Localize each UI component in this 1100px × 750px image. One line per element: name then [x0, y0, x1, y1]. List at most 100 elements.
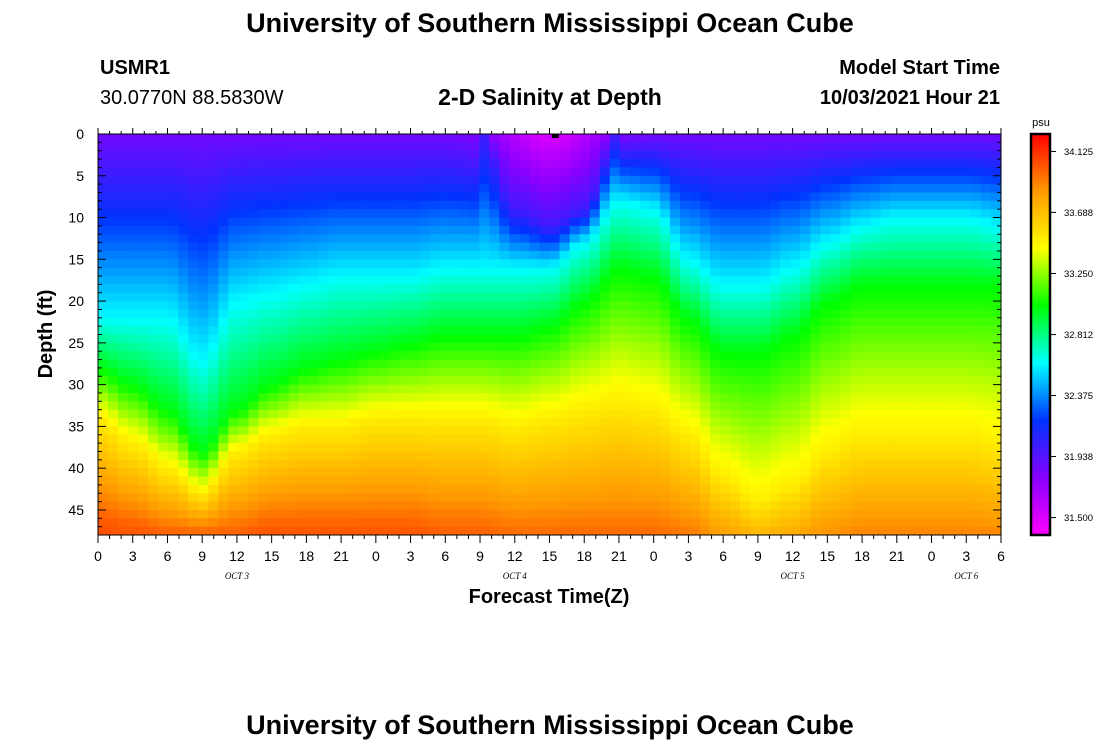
heatmap-cell — [178, 276, 189, 285]
heatmap-cell — [288, 443, 300, 453]
heatmap-cell — [138, 301, 149, 311]
heatmap-cell — [960, 175, 972, 185]
heatmap-cell — [168, 209, 179, 219]
heatmap-cell — [529, 468, 541, 478]
heatmap-cell — [810, 484, 821, 494]
heatmap-cell — [128, 242, 139, 252]
heatmap-cell — [218, 267, 230, 277]
heatmap-cell — [479, 392, 490, 402]
heatmap-cell — [449, 267, 460, 277]
heatmap-cell — [419, 409, 430, 419]
heatmap-cell — [840, 376, 852, 386]
heatmap-cell — [98, 159, 109, 169]
heatmap-cell — [188, 326, 199, 336]
heatmap-cell — [278, 225, 290, 235]
heatmap-cell — [830, 443, 842, 453]
heatmap-cell — [248, 284, 260, 294]
heatmap-cell — [700, 142, 711, 152]
heatmap-cell — [318, 451, 330, 461]
heatmap-cell — [338, 493, 350, 503]
heatmap-cell — [850, 326, 862, 336]
heatmap-cell — [208, 459, 219, 469]
heatmap-cell — [649, 167, 661, 177]
heatmap-cell — [830, 134, 842, 143]
heatmap-cell — [850, 409, 862, 419]
heatmap-cell — [700, 167, 711, 177]
heatmap-cell — [970, 167, 982, 177]
heatmap-cell — [970, 175, 982, 185]
heatmap-cell — [569, 234, 581, 244]
heatmap-cell — [740, 443, 751, 453]
heatmap-cell — [288, 234, 300, 244]
heatmap-cell — [810, 192, 821, 202]
heatmap-cell — [710, 334, 721, 344]
heatmap-cell — [148, 426, 159, 436]
heatmap-cell — [138, 426, 149, 436]
heatmap-cell — [298, 309, 310, 319]
heatmap-cell — [328, 250, 340, 260]
heatmap-cell — [700, 426, 711, 436]
heatmap-cell — [108, 175, 119, 185]
heatmap-cell — [649, 443, 661, 453]
heatmap-cell — [549, 518, 561, 528]
heatmap-cell — [700, 451, 711, 461]
heatmap-cell — [479, 359, 490, 369]
heatmap-cell — [409, 175, 420, 185]
heatmap-cell — [910, 384, 922, 394]
heatmap-cell — [439, 367, 450, 377]
heatmap-cell — [649, 459, 661, 469]
heatmap-cell — [900, 242, 912, 252]
heatmap-cell — [98, 401, 109, 411]
heatmap-cell — [860, 518, 872, 528]
heatmap-cell — [820, 225, 832, 235]
heatmap-cell — [248, 267, 260, 277]
heatmap-cell — [800, 351, 811, 361]
heatmap-cell — [669, 301, 681, 311]
heatmap-cell — [740, 134, 751, 143]
heatmap-cell — [940, 526, 952, 535]
heatmap-cell — [920, 301, 932, 311]
heatmap-cell — [950, 518, 962, 528]
heatmap-cell — [970, 484, 982, 494]
heatmap-cell — [619, 292, 631, 302]
heatmap-cell — [499, 351, 510, 361]
heatmap-cell — [890, 409, 902, 419]
heatmap-cell — [549, 217, 561, 227]
heatmap-cell — [609, 459, 621, 469]
heatmap-cell — [830, 175, 842, 185]
heatmap-cell — [609, 167, 621, 177]
heatmap-cell — [98, 167, 109, 177]
heatmap-cell — [358, 209, 370, 219]
heatmap-cell — [178, 501, 189, 511]
heatmap-cell — [559, 459, 571, 469]
y-tick-label: 30 — [68, 377, 84, 393]
heatmap-cell — [298, 484, 310, 494]
heatmap-cell — [499, 309, 510, 319]
heatmap-cell — [900, 493, 912, 503]
heatmap-cell — [318, 267, 330, 277]
heatmap-cell — [138, 192, 149, 202]
x-tick-label: 0 — [372, 548, 380, 564]
heatmap-cell — [930, 326, 942, 336]
heatmap-cell — [198, 276, 209, 285]
heatmap-cell — [118, 134, 129, 143]
heatmap-cell — [850, 167, 862, 177]
heatmap-cell — [138, 284, 149, 294]
heatmap-cell — [649, 242, 661, 252]
heatmap-cell — [870, 301, 882, 311]
heatmap-cell — [449, 192, 460, 202]
heatmap-cell — [629, 159, 641, 169]
heatmap-cell — [659, 434, 671, 444]
heatmap-cell — [800, 459, 811, 469]
heatmap-cell — [790, 200, 801, 210]
heatmap-cell — [378, 159, 390, 169]
heatmap-cell — [409, 518, 420, 528]
heatmap-cell — [459, 409, 470, 419]
heatmap-cell — [168, 225, 179, 235]
heatmap-cell — [178, 284, 189, 294]
heatmap-cell — [499, 359, 510, 369]
heatmap-cell — [639, 301, 651, 311]
heatmap-cell — [298, 175, 310, 185]
heatmap-cell — [980, 159, 992, 169]
heatmap-cell — [720, 493, 731, 503]
